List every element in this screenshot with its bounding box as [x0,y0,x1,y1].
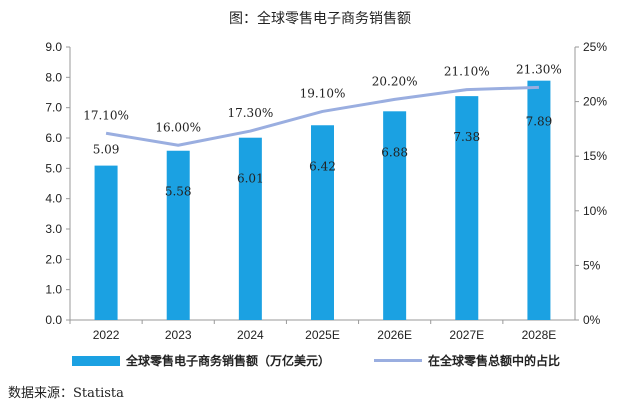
legend: 全球零售电子商务销售额（万亿美元） 在全球零售总额中的占比 [0,350,640,370]
bar [94,165,118,320]
x-tick-label: 2024 [237,328,264,342]
line-data-label: 17.10% [83,108,129,122]
bar-data-label: 6.42 [309,159,336,173]
y-tick-label: 6.0 [45,131,62,145]
y2-tick-label: 5% [583,258,601,272]
bar-data-label: 7.89 [526,115,553,129]
line-data-label: 21.30% [516,62,562,76]
legend-bar-swatch [72,355,120,366]
bar-data-label: 5.09 [93,143,120,157]
bar [311,125,334,320]
y2-tick-label: 15% [583,149,607,163]
y-tick-label: 4.0 [45,192,62,206]
y-tick-label: 8.0 [45,70,62,84]
line-data-label: 19.10% [300,86,346,100]
bar-data-label: 6.01 [237,172,264,186]
bar [527,80,551,320]
chart-title: 图：全球零售电子商务销售额 [229,11,411,27]
x-tick-label: 2027E [449,328,484,342]
y2-tick-label: 10% [583,204,607,218]
y-tick-label: 0.0 [45,313,62,327]
x-tick-label: 2022 [93,328,120,342]
bar [166,150,190,320]
x-tick-label: 2025E [305,328,340,342]
x-tick-label: 2023 [165,328,192,342]
y-tick-label: 9.0 [45,40,62,54]
y-tick-label: 3.0 [45,222,62,236]
bar-data-label: 5.58 [165,185,192,199]
bar [455,96,479,320]
legend-item-bar: 全球零售电子商务销售额（万亿美元） [72,352,330,369]
y2-tick-label: 0% [583,313,601,327]
y-tick-label: 2.0 [45,252,62,266]
y2-tick-label: 20% [583,95,607,109]
legend-line-swatch [374,359,422,362]
source-note: 数据来源：Statista [8,386,124,401]
y-tick-label: 5.0 [45,161,62,175]
line-data-label: 16.00% [155,120,201,134]
legend-bar-label: 全球零售电子商务销售额（万亿美元） [126,354,331,368]
line-data-label: 17.30% [227,106,273,120]
y-tick-label: 7.0 [45,101,62,115]
line-data-label: 20.20% [372,74,418,88]
x-tick-label: 2026E [377,328,412,342]
legend-line-label: 在全球零售总额中的占比 [428,354,561,368]
legend-item-line: 在全球零售总额中的占比 [374,352,560,369]
chart-svg: 0.0 1.0 2.0 3.0 4.0 5.0 6.0 7.0 8.0 9.0 0% 5% 10% 15%… [45,40,607,342]
line-data-label: 21.10% [444,65,490,79]
y2-tick-label: 25% [583,40,607,54]
bar [238,137,262,320]
bar-data-label: 7.38 [453,130,480,144]
y-tick-label: 1.0 [45,283,62,297]
x-tick-label: 2028E [522,328,557,342]
bar [383,111,407,320]
bar-data-label: 6.88 [381,145,408,159]
share-line [105,85,539,147]
